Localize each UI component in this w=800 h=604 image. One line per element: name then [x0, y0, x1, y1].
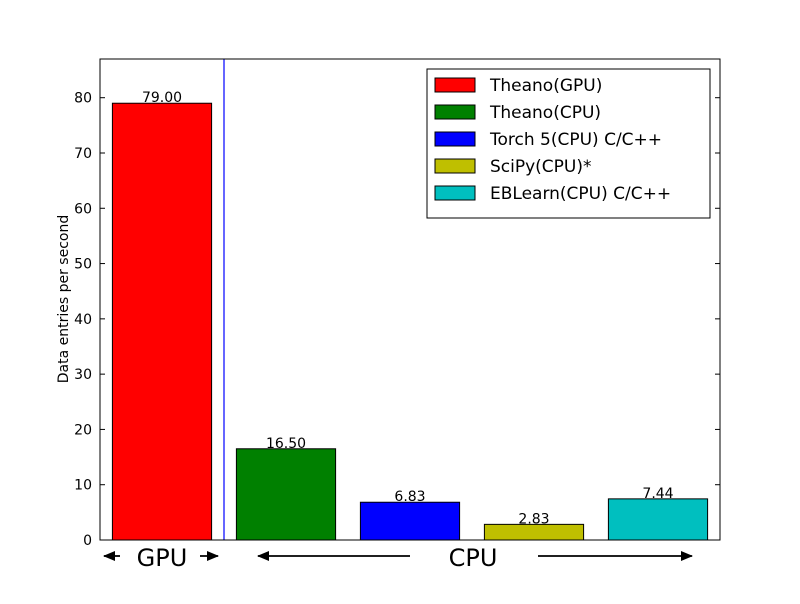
bar-value-label: 79.00: [142, 90, 182, 106]
legend-swatch: [434, 131, 476, 147]
legend-swatch: [434, 77, 476, 93]
legend-swatch: [434, 104, 476, 120]
legend: Theano(GPU) Theano(CPU) Torch 5(CPU) C/C++…: [426, 68, 711, 219]
y-tick-label: 0: [83, 533, 92, 549]
plot-frame: [99, 58, 721, 541]
bar-2: [359, 501, 461, 541]
y-tick-label: 80: [74, 91, 92, 107]
y-axis-ticks: 0 10 20 30 40 50 60 70 80: [74, 91, 720, 549]
bar-labels-layer: 79.00 16.50 6.83 2.83 7.44: [142, 90, 674, 527]
legend-label: SciPy(CPU)*: [490, 157, 592, 177]
bar-value-label: 16.50: [266, 436, 306, 452]
legend-label: Theano(CPU): [489, 103, 601, 123]
bar-value-label: 2.83: [518, 511, 549, 527]
bar-4: [607, 498, 709, 541]
y-tick-label: 50: [74, 257, 92, 273]
legend-swatch: [434, 185, 476, 201]
legend-label: Theano(GPU): [489, 76, 602, 96]
group-annotations: GPU CPU: [103, 544, 693, 572]
bar-value-label: 6.83: [394, 489, 425, 505]
legend-label: EBLearn(CPU) C/C++: [490, 184, 671, 204]
gpu-group-label: GPU: [137, 544, 188, 572]
legend-swatch: [434, 158, 476, 174]
legend-items: Theano(GPU) Theano(CPU) Torch 5(CPU) C/C++…: [434, 76, 671, 204]
bar-value-label: 7.44: [642, 486, 673, 502]
y-tick-label: 30: [74, 367, 92, 383]
bars-layer: [111, 102, 709, 541]
y-tick-label: 40: [74, 312, 92, 328]
legend-label: Torch 5(CPU) C/C++: [489, 130, 662, 150]
bar-1: [235, 448, 337, 541]
y-tick-label: 10: [74, 478, 92, 494]
bar-0: [111, 102, 213, 541]
cpu-group-label: CPU: [449, 544, 498, 572]
y-tick-label: 70: [74, 146, 92, 162]
y-axis-label: Data entries per second: [56, 215, 72, 384]
y-tick-label: 20: [74, 422, 92, 438]
y-tick-label: 60: [74, 201, 92, 217]
